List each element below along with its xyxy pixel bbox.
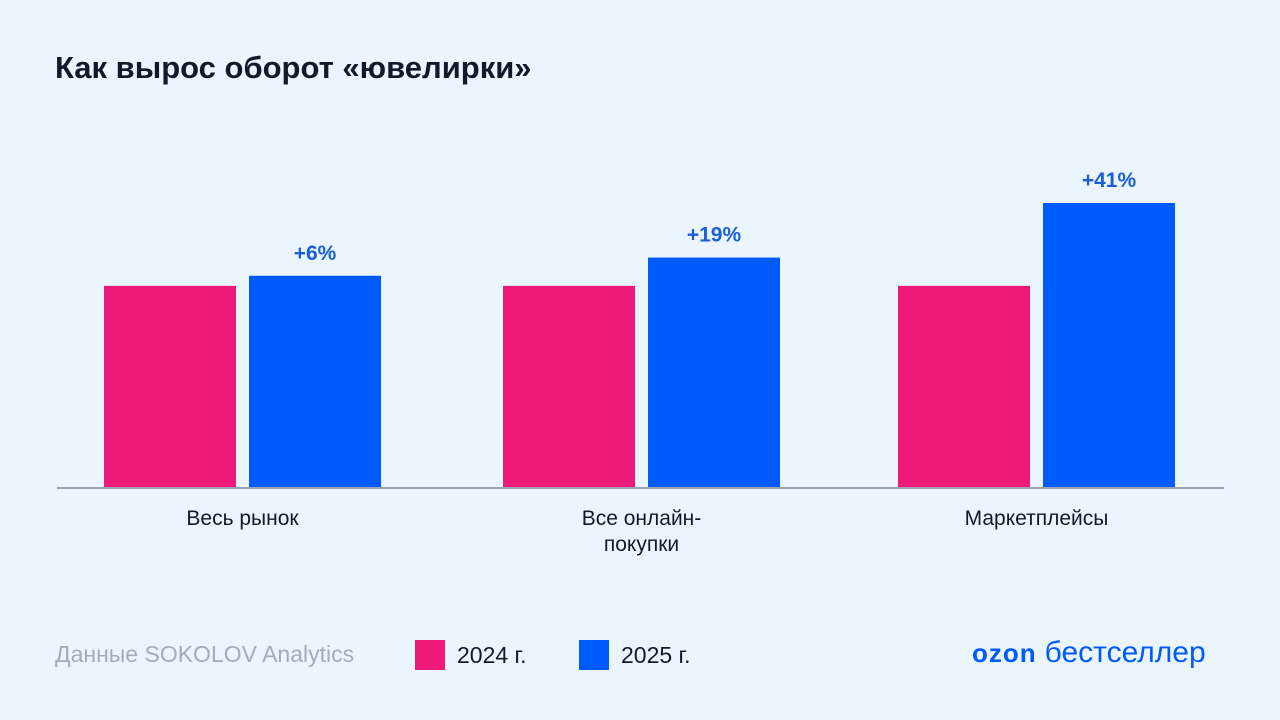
category-label: покупки xyxy=(604,533,679,556)
bar-2025 xyxy=(1043,203,1175,488)
bar-2024 xyxy=(503,285,635,488)
category-label: Маркетплейсы xyxy=(965,507,1109,530)
logo-brand: ozon xyxy=(972,638,1037,668)
logo-product: бестселлер xyxy=(1044,636,1206,669)
legend-item-2024: 2024 г. xyxy=(415,640,527,670)
bar-2024 xyxy=(898,285,1030,488)
chart-title: Как вырос оборот «ювелирки» xyxy=(55,50,532,85)
legend-swatch-2025 xyxy=(579,640,609,670)
legend-swatch-2024 xyxy=(415,640,445,670)
category-label: Все онлайн- xyxy=(582,507,702,530)
category-label: Весь рынок xyxy=(186,507,299,530)
ozon-bestseller-logo: ozon бестселлер xyxy=(972,636,1206,670)
data-label: +19% xyxy=(687,224,742,247)
data-label: +6% xyxy=(294,242,337,265)
data-label: +41% xyxy=(1082,169,1137,192)
legend-label-2024: 2024 г. xyxy=(457,641,527,668)
bar-2024 xyxy=(104,285,236,488)
data-source: Данные SOKOLOV Analytics xyxy=(55,641,355,667)
bar-2025 xyxy=(648,257,780,488)
legend-item-2025: 2025 г. xyxy=(579,640,691,670)
legend-label-2025: 2025 г. xyxy=(621,641,691,668)
bar-2025 xyxy=(249,275,381,488)
